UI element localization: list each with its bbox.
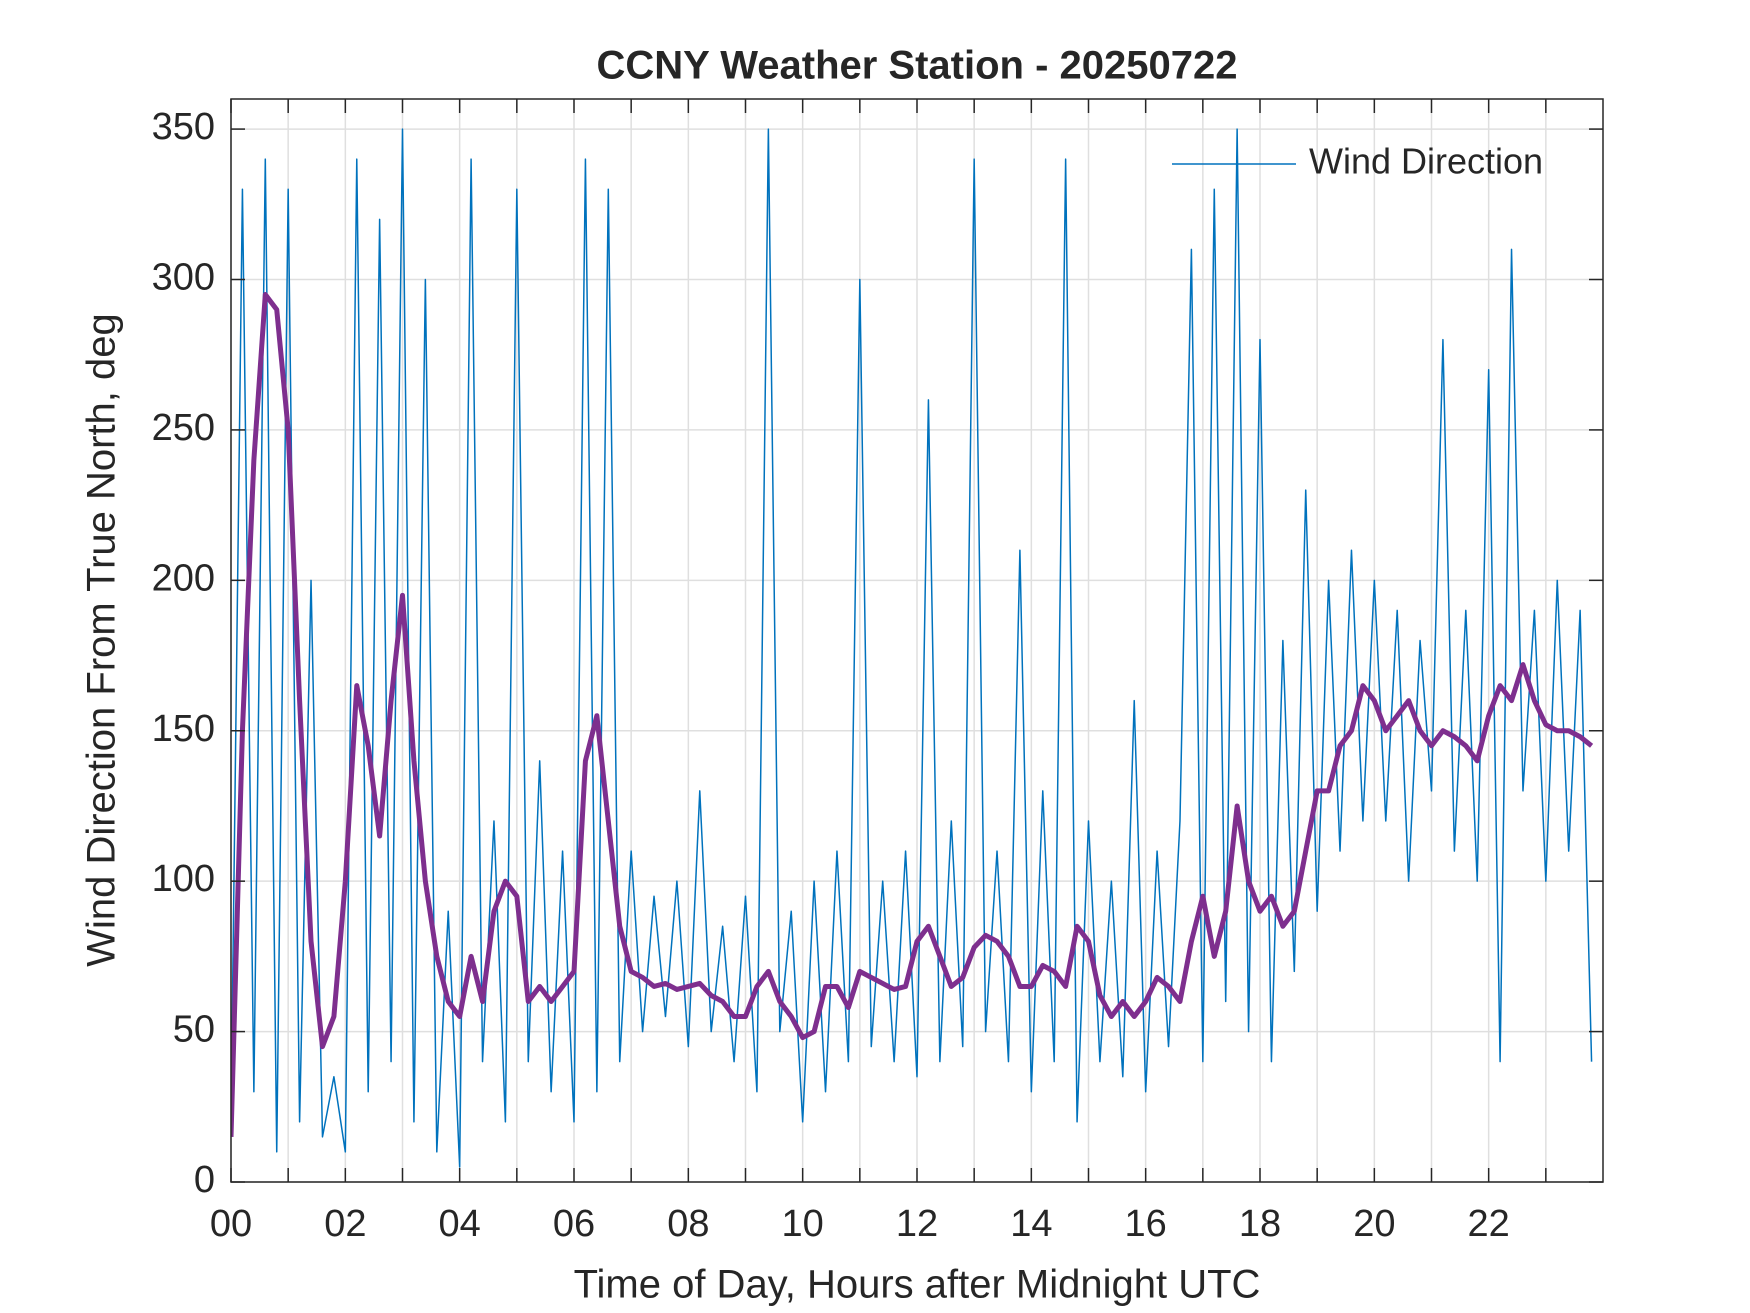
- x-tick-label: 16: [1125, 1203, 1167, 1245]
- x-tick-label: 04: [439, 1203, 481, 1245]
- y-tick-label: 250: [152, 407, 215, 449]
- y-tick-label: 0: [194, 1159, 215, 1201]
- y-tick-label: 350: [152, 106, 215, 148]
- y-axis-label: Wind Direction From True North, deg: [80, 313, 124, 967]
- x-tick-label: 06: [553, 1203, 595, 1245]
- x-tick-label: 02: [324, 1203, 366, 1245]
- x-tick-label: 08: [667, 1203, 709, 1245]
- y-tick-label: 200: [152, 557, 215, 599]
- legend-label: Wind Direction: [1309, 141, 1543, 182]
- x-axis-label: Time of Day, Hours after Midnight UTC: [574, 1263, 1261, 1307]
- x-tick-label: 00: [210, 1203, 252, 1245]
- y-tick-label: 50: [173, 1009, 215, 1051]
- x-tick-label: 12: [896, 1203, 938, 1245]
- x-tick-label: 14: [1010, 1203, 1052, 1245]
- y-tick-label: 300: [152, 257, 215, 299]
- x-tick-label: 18: [1239, 1203, 1281, 1245]
- y-tick-label: 150: [152, 708, 215, 750]
- data-line: [231, 292, 1594, 1137]
- y-tick-label: 100: [152, 858, 215, 900]
- x-tick-label: 22: [1468, 1203, 1510, 1245]
- chart-title: CCNY Weather Station - 20250722: [597, 44, 1238, 88]
- x-tick-label: 20: [1353, 1203, 1395, 1245]
- x-tick-label: 10: [782, 1203, 824, 1245]
